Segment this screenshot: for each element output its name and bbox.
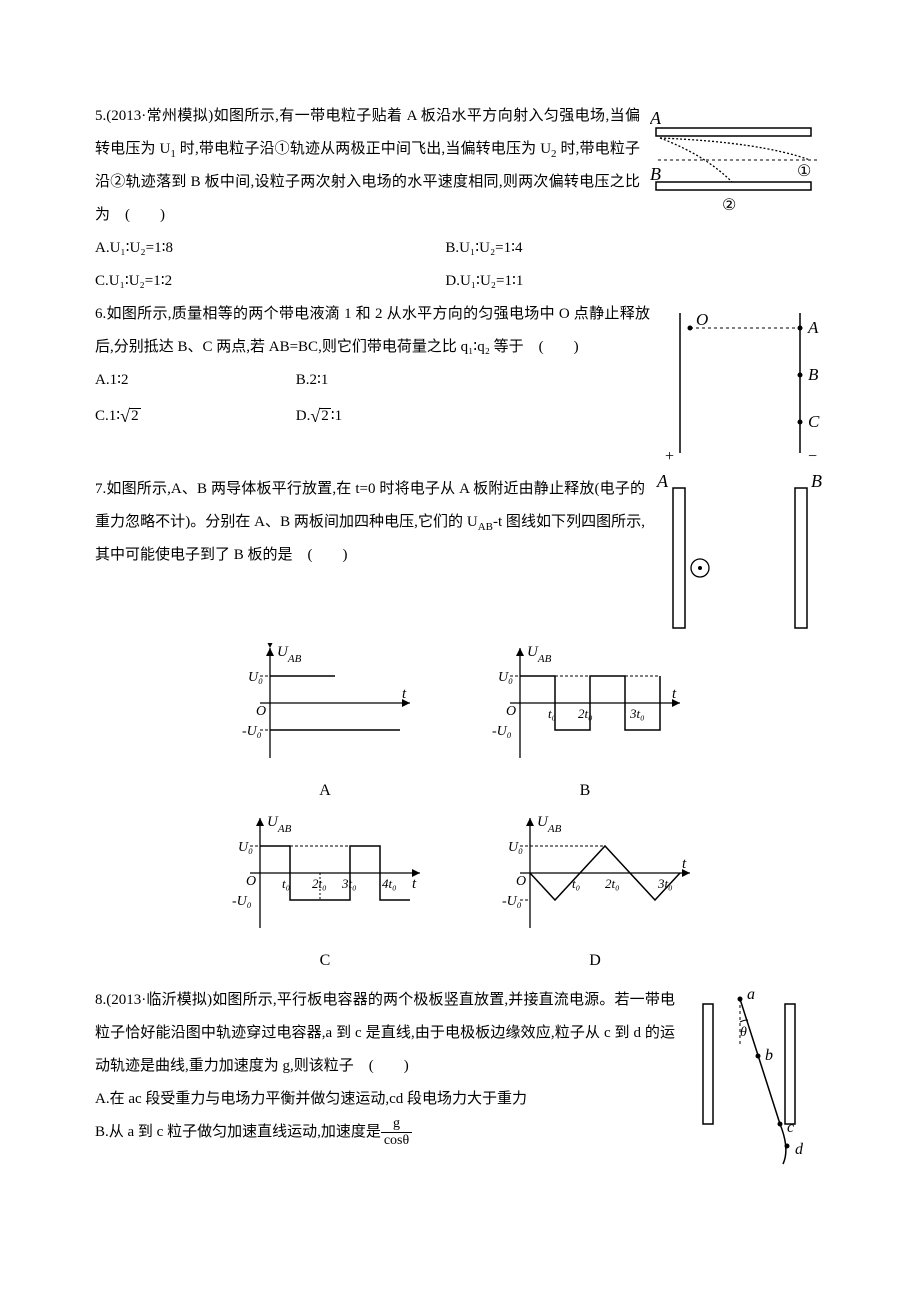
graph-a: UAB U₀ O -U₀ t A [230, 643, 420, 808]
circle-1: ① [797, 163, 811, 180]
svg-text:-U₀: -U₀ [232, 894, 252, 909]
q8-figure: a b c θ d [685, 984, 825, 1174]
svg-text:3t₀: 3t₀ [341, 876, 357, 891]
graph-c: UAB U₀ O -U₀ t t₀ 2t₀ 3t₀ 4t₀ C [220, 813, 430, 978]
svg-text:a: a [747, 986, 755, 1003]
q7-graphs-row2: UAB U₀ O -U₀ t t₀ 2t₀ 3t₀ 4t₀ C [95, 813, 825, 978]
svg-text:U₀: U₀ [238, 840, 253, 855]
svg-text:O: O [696, 310, 708, 329]
svg-text:−: − [808, 448, 817, 465]
svg-text:O: O [256, 704, 266, 719]
svg-text:-U₀: -U₀ [242, 724, 262, 739]
graph-a-label: A [230, 773, 420, 808]
svg-text:t₀: t₀ [282, 876, 290, 891]
svg-text:UAB: UAB [277, 644, 302, 665]
graph-c-label: C [220, 943, 430, 978]
svg-text:t: t [412, 876, 417, 892]
svg-text:O: O [516, 874, 526, 889]
svg-text:U₀: U₀ [508, 840, 523, 855]
q8-number: 8. [95, 992, 106, 1008]
svg-text:U₀: U₀ [498, 670, 513, 685]
svg-text:2t₀: 2t₀ [605, 876, 620, 891]
graph-d-label: D [490, 943, 700, 978]
question-7: A B 7.如图所示,A、B 两导体板平行放置,在 t=0 时将电子从 A 板附… [95, 473, 825, 978]
circle-2: ② [722, 197, 736, 214]
q6-number: 6. [95, 306, 106, 322]
label-b: B [650, 164, 661, 184]
svg-text:A: A [656, 473, 669, 491]
q6-figure: + − O A B C [660, 303, 825, 468]
q5-source: (2013·常州模拟) [106, 108, 213, 124]
svg-text:d: d [795, 1141, 804, 1158]
svg-text:t₀: t₀ [572, 876, 580, 891]
q7-figure: A B [655, 473, 825, 633]
svg-text:t₀: t₀ [548, 706, 556, 721]
q6-opt-a: A.1∶2 [95, 364, 296, 397]
svg-text:A: A [807, 318, 819, 337]
q5-figure: A B ① ② [650, 110, 825, 220]
svg-text:2t₀: 2t₀ [578, 706, 593, 721]
q5-opt-b: B.U₁∶U₂=1∶4 [445, 232, 795, 265]
svg-text:c: c [787, 1119, 794, 1136]
q7-graphs-row1: UAB U₀ O -U₀ t A UAB U₀ [95, 643, 825, 808]
svg-text:-U₀: -U₀ [492, 724, 512, 739]
graph-d: UAB U₀ O -U₀ t t₀ 2t₀ 3t₀ D [490, 813, 700, 978]
q6-options-row2: C.1∶√2 D.√2∶1 [95, 397, 497, 437]
svg-text:+: + [665, 448, 674, 465]
q5-number: 5. [95, 108, 106, 124]
svg-text:2t₀: 2t₀ [312, 876, 327, 891]
svg-text:B: B [808, 365, 819, 384]
question-5: A B ① ② 5.(2013·常州模拟)如图所示,有一带电粒子贴着 A 板沿水… [95, 100, 825, 298]
svg-text:t: t [402, 686, 407, 702]
q5-opt-a: A.U₁∶U₂=1∶8 [95, 232, 445, 265]
svg-text:UAB: UAB [527, 644, 552, 665]
q7-number: 7. [95, 481, 106, 497]
svg-text:UAB: UAB [537, 814, 562, 835]
q8-source: (2013·临沂模拟) [106, 992, 212, 1008]
svg-text:UAB: UAB [267, 814, 292, 835]
question-6: + − O A B C 6.如图所示,质量相等的两个带电液滴 1 和 2 从水平… [95, 298, 825, 473]
svg-text:4t₀: 4t₀ [382, 876, 397, 891]
q6-opt-b: B.2∶1 [296, 364, 497, 397]
graph-b-label: B [480, 773, 690, 808]
q5-opt-d: D.U₁∶U₂=1∶1 [445, 265, 795, 298]
q5-options: A.U₁∶U₂=1∶8 B.U₁∶U₂=1∶4 C.U₁∶U₂=1∶2 D.U₁… [95, 232, 825, 298]
svg-text:3t₀: 3t₀ [629, 706, 645, 721]
q6-opt-d: D.√2∶1 [296, 397, 497, 437]
question-8: a b c θ d 8.(2013·临沂模拟)如图所示,平行板电容器的两个极板竖… [95, 984, 825, 1179]
svg-text:U₀: U₀ [248, 670, 263, 685]
svg-text:t: t [672, 686, 677, 702]
svg-text:θ: θ [740, 1025, 747, 1040]
graph-b: UAB U₀ O -U₀ t t₀ 2t₀ 3t₀ B [480, 643, 690, 808]
svg-text:3t₀: 3t₀ [657, 876, 673, 891]
q5-opt-c: C.U₁∶U₂=1∶2 [95, 265, 445, 298]
svg-text:t: t [682, 856, 687, 872]
q6-options-row1: A.1∶2 B.2∶1 [95, 364, 497, 397]
label-a: A [650, 110, 662, 128]
svg-text:b: b [765, 1047, 773, 1064]
q6-opt-c: C.1∶√2 [95, 397, 296, 437]
svg-text:O: O [506, 704, 516, 719]
svg-text:C: C [808, 412, 820, 431]
svg-text:B: B [811, 473, 822, 491]
svg-text:-U₀: -U₀ [502, 894, 522, 909]
svg-text:O: O [246, 874, 256, 889]
